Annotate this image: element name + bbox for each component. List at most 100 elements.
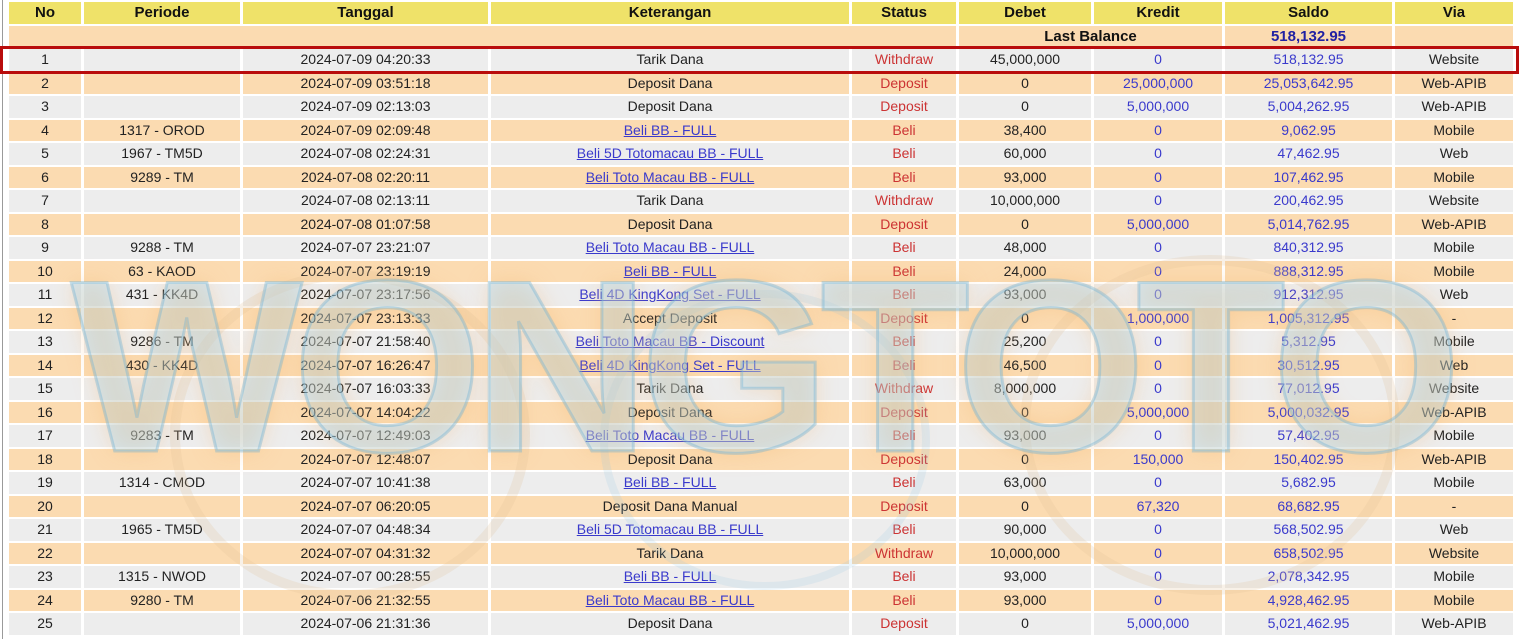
kredit-cell: 0 — [1094, 589, 1222, 611]
saldo-cell: 1,005,312.95 — [1225, 307, 1392, 329]
periode-cell: 9288 - TM — [84, 237, 240, 259]
tanggal-cell: 2024-07-08 02:13:11 — [243, 190, 488, 212]
debet-cell: 8,000,000 — [959, 378, 1091, 400]
via-cell: - — [1395, 307, 1513, 329]
table-row: 9 9288 - TM 2024-07-07 23:21:07 Beli Tot… — [9, 237, 1513, 259]
status-cell: Beli — [852, 284, 956, 306]
last-balance-row: Last Balance 518,132.95 — [9, 25, 1513, 47]
kredit-cell: 5,000,000 — [1094, 96, 1222, 118]
kredit-cell: 0 — [1094, 260, 1222, 282]
table-row: 10 63 - KAOD 2024-07-07 23:19:19 Beli BB… — [9, 260, 1513, 282]
tanggal-cell: 2024-07-07 06:20:05 — [243, 495, 488, 517]
status-cell: Deposit — [852, 448, 956, 470]
keterangan-link[interactable]: Beli Toto Macau BB - FULL — [585, 168, 755, 185]
periode-cell — [84, 495, 240, 517]
keterangan-link[interactable]: Beli 4D KingKong Set - FULL — [579, 356, 761, 373]
kredit-cell: 0 — [1094, 119, 1222, 141]
keterangan-link[interactable]: Beli BB - FULL — [623, 121, 717, 138]
via-cell: Mobile — [1395, 472, 1513, 494]
periode-cell — [84, 378, 240, 400]
periode-cell: 430 - KK4D — [84, 354, 240, 376]
debet-cell: 93,000 — [959, 566, 1091, 588]
debet-cell: 0 — [959, 401, 1091, 423]
keterangan-cell: Deposit Dana — [491, 401, 849, 423]
row-number-cell: 2 — [9, 72, 81, 94]
status-cell: Beli — [852, 237, 956, 259]
debet-cell: 0 — [959, 213, 1091, 235]
debet-cell: 93,000 — [959, 284, 1091, 306]
kredit-cell: 67,320 — [1094, 495, 1222, 517]
via-cell: Web — [1395, 519, 1513, 541]
debet-cell: 38,400 — [959, 119, 1091, 141]
row-number-cell: 7 — [9, 190, 81, 212]
kredit-cell: 0 — [1094, 237, 1222, 259]
last-balance-spacer — [9, 25, 956, 47]
table-row: 14 430 - KK4D 2024-07-07 16:26:47 Beli 4… — [9, 354, 1513, 376]
debet-cell: 24,000 — [959, 260, 1091, 282]
periode-cell: 1965 - TM5D — [84, 519, 240, 541]
debet-cell: 10,000,000 — [959, 190, 1091, 212]
keterangan-cell: Beli BB - FULL — [491, 260, 849, 282]
via-cell: Mobile — [1395, 425, 1513, 447]
keterangan-link[interactable]: Beli Toto Macau BB - FULL — [585, 239, 755, 255]
keterangan-link[interactable]: Beli BB - FULL — [623, 568, 717, 584]
last-balance-label: Last Balance — [959, 25, 1222, 47]
keterangan-cell: Tarik Dana — [491, 542, 849, 564]
status-cell: Beli — [852, 143, 956, 165]
table-row: 13 9286 - TM 2024-07-07 21:58:40 Beli To… — [9, 331, 1513, 353]
saldo-cell: 57,402.95 — [1225, 425, 1392, 447]
keterangan-link[interactable]: Beli Toto Macau BB - FULL — [585, 427, 755, 443]
debet-cell: 48,000 — [959, 237, 1091, 259]
via-cell: Mobile — [1395, 589, 1513, 611]
keterangan-link[interactable]: Beli Toto Macau BB - Discount — [575, 333, 765, 349]
status-cell: Beli — [852, 354, 956, 376]
via-cell: Web — [1395, 354, 1513, 376]
keterangan-link[interactable]: Beli Toto Macau BB - FULL — [585, 591, 755, 608]
keterangan-link[interactable]: Beli 5D Totomacau BB - FULL — [576, 145, 764, 161]
status-cell: Deposit — [852, 213, 956, 235]
tanggal-cell: 2024-07-07 14:04:22 — [243, 401, 488, 423]
saldo-cell: 68,682.95 — [1225, 495, 1392, 517]
keterangan-cell: Tarik Dana — [491, 190, 849, 212]
via-cell: Web-APIB — [1395, 613, 1513, 635]
keterangan-cell: Deposit Dana — [491, 613, 849, 635]
keterangan-link[interactable]: Beli BB - FULL — [623, 262, 717, 279]
table-row: 6 9289 - TM 2024-07-08 02:20:11 Beli Tot… — [9, 166, 1513, 188]
tanggal-cell: 2024-07-09 04:20:33 — [243, 49, 488, 71]
column-header-no: No — [9, 2, 81, 24]
row-number-cell: 5 — [9, 143, 81, 165]
table-row: 18 2024-07-07 12:48:07 Deposit Dana Depo… — [9, 448, 1513, 470]
saldo-cell: 150,402.95 — [1225, 448, 1392, 470]
table-row: 2 2024-07-09 03:51:18 Deposit Dana Depos… — [9, 72, 1513, 94]
keterangan-cell: Beli Toto Macau BB - FULL — [491, 589, 849, 611]
row-number-cell: 1 — [9, 49, 81, 71]
debet-cell: 0 — [959, 613, 1091, 635]
row-number-cell: 8 — [9, 213, 81, 235]
debet-cell: 93,000 — [959, 166, 1091, 188]
saldo-cell: 2,078,342.95 — [1225, 566, 1392, 588]
keterangan-link[interactable]: Beli 5D Totomacau BB - FULL — [576, 521, 764, 537]
table-row: 11 431 - KK4D 2024-07-07 23:17:56 Beli 4… — [9, 284, 1513, 306]
keterangan-link[interactable]: Beli BB - FULL — [623, 474, 717, 490]
table-row: 21 1965 - TM5D 2024-07-07 04:48:34 Beli … — [9, 519, 1513, 541]
tanggal-cell: 2024-07-08 02:24:31 — [243, 143, 488, 165]
tanggal-cell: 2024-07-07 16:26:47 — [243, 354, 488, 376]
periode-cell — [84, 448, 240, 470]
saldo-cell: 568,502.95 — [1225, 519, 1392, 541]
tanggal-cell: 2024-07-09 03:51:18 — [243, 72, 488, 94]
column-header-tanggal: Tanggal — [243, 2, 488, 24]
saldo-cell: 107,462.95 — [1225, 166, 1392, 188]
status-cell: Beli — [852, 519, 956, 541]
table-header-row: No Periode Tanggal Keterangan Status Deb… — [9, 2, 1513, 24]
keterangan-link[interactable]: Beli 4D KingKong Set - FULL — [579, 286, 761, 302]
debet-cell: 60,000 — [959, 143, 1091, 165]
status-cell: Deposit — [852, 307, 956, 329]
keterangan-cell: Beli Toto Macau BB - Discount — [491, 331, 849, 353]
via-cell: Mobile — [1395, 119, 1513, 141]
periode-cell: 9283 - TM — [84, 425, 240, 447]
kredit-cell: 0 — [1094, 331, 1222, 353]
saldo-cell: 25,053,642.95 — [1225, 72, 1392, 94]
saldo-cell: 47,462.95 — [1225, 143, 1392, 165]
row-number-cell: 12 — [9, 307, 81, 329]
table-row: 20 2024-07-07 06:20:05 Deposit Dana Manu… — [9, 495, 1513, 517]
